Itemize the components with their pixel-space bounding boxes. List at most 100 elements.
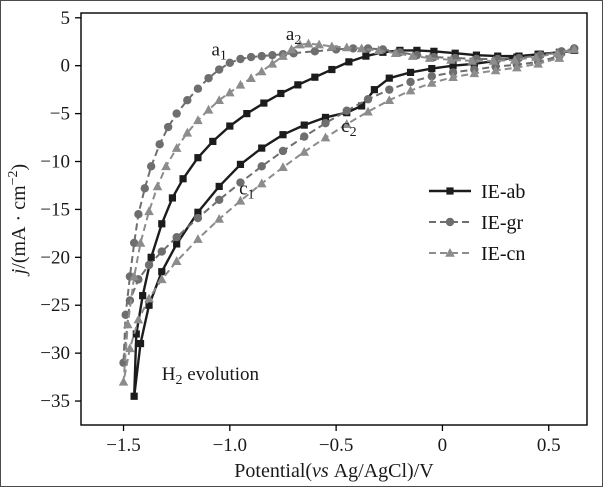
circle-marker [172, 233, 181, 242]
y-tick-label: −15 [40, 199, 70, 220]
square-marker [449, 62, 457, 70]
circle-marker [445, 217, 455, 227]
circle-marker [146, 162, 156, 171]
circle-marker [134, 210, 143, 219]
triangle-marker [299, 146, 310, 156]
square-marker [362, 52, 370, 60]
circle-marker [225, 58, 235, 68]
square-marker [300, 121, 308, 129]
legend: IE-ab IE-gr IE-cn [429, 181, 525, 265]
square-marker [430, 47, 438, 55]
triangle-marker [286, 44, 297, 54]
circle-marker [427, 72, 436, 81]
square-marker [321, 113, 330, 122]
circle-marker [157, 247, 166, 256]
y-tick-label: −25 [40, 295, 70, 316]
y-tick-label: −5 [50, 104, 70, 125]
circle-marker [236, 178, 245, 187]
triangle-marker [303, 38, 314, 48]
triangle-marker [509, 54, 520, 64]
legend-item-IE-cn: IE-cn [429, 243, 525, 265]
triangle-marker [235, 79, 246, 89]
square-marker [147, 253, 155, 261]
square-marker [413, 46, 421, 54]
circle-marker [257, 51, 266, 61]
annotation-c2: c2 [341, 116, 356, 140]
square-marker [406, 68, 415, 77]
circle-marker [183, 95, 192, 105]
square-marker [243, 110, 251, 118]
square-marker [209, 137, 217, 145]
triangle-marker [152, 181, 163, 191]
triangle-marker [569, 44, 580, 54]
x-tick-label: 0.5 [537, 435, 561, 456]
triangle-marker [171, 256, 182, 265]
square-marker [260, 99, 268, 107]
circle-marker [300, 132, 309, 141]
annotation-a1: a1 [211, 39, 226, 63]
circle-marker [257, 162, 266, 171]
triangle-marker [295, 39, 305, 49]
x-axis-label: Potential(vs Ag/AgCl)/V [234, 460, 434, 482]
square-marker [168, 194, 177, 202]
circle-marker [363, 95, 373, 104]
y-tick-label: −20 [40, 247, 70, 268]
annotation-a2: a2 [286, 24, 301, 48]
square-marker [451, 49, 459, 57]
square-marker [294, 81, 302, 89]
triangle-marker [488, 55, 499, 65]
legend-label-IE-ab: IE-ab [481, 181, 525, 203]
triangle-marker [356, 43, 367, 53]
square-marker [139, 292, 147, 300]
legend-label-IE-gr: IE-gr [481, 212, 524, 234]
y-tick-label: 5 [61, 8, 71, 29]
legend-item-IE-ab: IE-ab [429, 181, 525, 203]
square-marker [328, 65, 336, 74]
legend-label-IE-cn: IE-cn [481, 243, 525, 265]
circle-marker [246, 52, 256, 62]
circle-marker [214, 65, 224, 74]
triangle-marker [320, 132, 331, 142]
triangle-marker [161, 161, 171, 171]
square-marker [428, 64, 436, 73]
x-tick-label: 0 [438, 435, 448, 456]
circle-marker [236, 54, 245, 64]
square-marker [136, 339, 145, 348]
circle-marker [278, 146, 288, 156]
triangle-marker [246, 73, 256, 82]
y-tick-label: −35 [40, 391, 70, 412]
square-marker [345, 58, 353, 66]
square-marker [226, 122, 234, 130]
triangle-marker [182, 127, 193, 137]
x-tick-label: −0.5 [319, 435, 353, 456]
triangle-marker [278, 162, 288, 172]
square-marker [130, 392, 138, 400]
square-marker [194, 208, 202, 216]
circle-marker [144, 260, 154, 270]
circle-marker [193, 213, 203, 223]
square-marker [158, 220, 166, 228]
circle-marker [385, 85, 394, 94]
triangle-marker [144, 293, 154, 303]
circle-marker [342, 106, 351, 115]
triangle-marker [135, 237, 146, 247]
triangle-marker [407, 51, 418, 60]
circle-marker [406, 77, 415, 87]
triangle-marker [327, 41, 337, 51]
circle-marker [140, 184, 149, 193]
y-tick-label: −10 [40, 152, 70, 173]
triangle-marker [156, 274, 167, 284]
circle-marker [193, 84, 203, 93]
square-marker [258, 144, 266, 152]
circle-marker [125, 296, 135, 305]
triangle-marker [214, 214, 224, 223]
triangle-marker [490, 65, 501, 75]
square-marker [145, 301, 153, 309]
circle-marker [121, 310, 130, 320]
circle-marker [172, 109, 181, 118]
triangle-marker [122, 319, 133, 329]
triangle-marker [552, 48, 563, 58]
y-axis-label: j/(mA · cm−2) [6, 164, 30, 277]
